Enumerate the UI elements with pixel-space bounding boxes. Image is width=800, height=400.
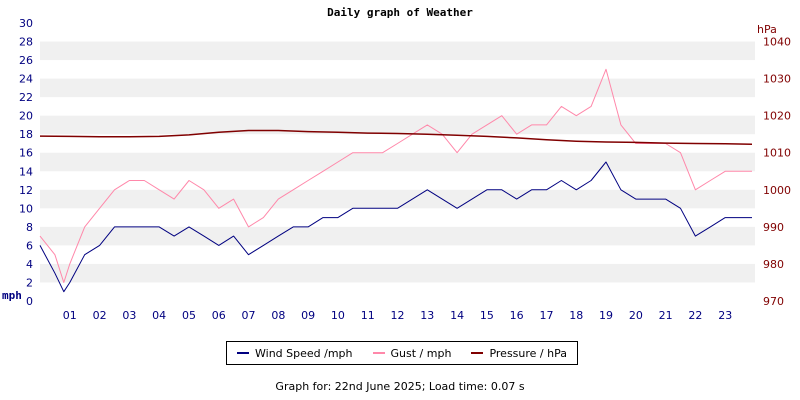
left-tick-label: 18 bbox=[19, 128, 33, 141]
series-line-wind bbox=[39, 161, 752, 293]
left-tick-label: 26 bbox=[19, 54, 33, 67]
x-tick-label: 01 bbox=[63, 309, 77, 322]
legend-swatch-pressure bbox=[471, 352, 484, 354]
legend: Wind Speed /mph Gust / mph Pressure / hP… bbox=[226, 341, 578, 365]
series-lines bbox=[39, 68, 753, 293]
grid-band bbox=[40, 41, 755, 61]
left-tick-label: 10 bbox=[19, 202, 33, 215]
legend-swatch-gust bbox=[372, 352, 385, 354]
x-tick-label: 09 bbox=[301, 309, 315, 322]
left-tick-label: 20 bbox=[19, 110, 33, 123]
x-tick-label: 23 bbox=[718, 309, 732, 322]
left-tick-label: 6 bbox=[26, 239, 33, 252]
left-tick-label: 22 bbox=[19, 91, 33, 104]
x-tick-label: 14 bbox=[450, 309, 464, 322]
x-tick-label: 15 bbox=[480, 309, 494, 322]
x-tick-label: 05 bbox=[182, 309, 196, 322]
right-tick-label: 980 bbox=[763, 258, 784, 271]
grid-band bbox=[40, 78, 755, 98]
x-tick-label: 22 bbox=[688, 309, 702, 322]
x-tick-label: 10 bbox=[331, 309, 345, 322]
grid-bands bbox=[40, 41, 755, 283]
grid-band bbox=[40, 263, 755, 283]
left-tick-label: 8 bbox=[26, 221, 33, 234]
right-tick-label: 1020 bbox=[763, 110, 791, 123]
x-tick-label: 19 bbox=[599, 309, 613, 322]
x-tick-label: 08 bbox=[271, 309, 285, 322]
right-tick-label: 1000 bbox=[763, 184, 791, 197]
right-axis-label: hPa bbox=[757, 23, 777, 36]
x-tick-label: 13 bbox=[420, 309, 434, 322]
legend-item-wind: Wind Speed /mph bbox=[237, 347, 353, 360]
right-tick-label: 1010 bbox=[763, 147, 791, 160]
grid-band bbox=[40, 189, 755, 209]
x-tick-label: 04 bbox=[152, 309, 166, 322]
left-tick-label: 28 bbox=[19, 36, 33, 49]
left-tick-label: 30 bbox=[19, 17, 33, 30]
grid-band bbox=[40, 115, 755, 135]
right-tick-label: 970 bbox=[763, 295, 784, 308]
chart-title: Daily graph of Weather bbox=[327, 6, 473, 19]
grid-band bbox=[40, 152, 755, 172]
x-tick-label: 17 bbox=[539, 309, 553, 322]
right-tick-label: 990 bbox=[763, 221, 784, 234]
x-tick-label: 07 bbox=[242, 309, 256, 322]
x-tick-label: 11 bbox=[361, 309, 375, 322]
x-tick-label: 06 bbox=[212, 309, 226, 322]
right-axis-tick-labels: 970 980 990 1000 1010 1020 1030 1040 bbox=[763, 36, 791, 308]
left-axis-label: mph bbox=[2, 289, 22, 302]
series-line-gust bbox=[39, 68, 752, 283]
legend-item-gust: Gust / mph bbox=[372, 346, 452, 360]
footer-status: Graph for: 22nd June 2025; Load time: 0.… bbox=[275, 380, 525, 393]
legend-swatch-wind bbox=[237, 352, 249, 354]
x-tick-labels: 01 02 03 04 05 06 07 08 09 10 11 12 13 14 15 16 17 18 19 20… bbox=[63, 309, 732, 322]
series-line-pressure bbox=[39, 129, 753, 145]
left-tick-label: 4 bbox=[26, 258, 33, 271]
right-tick-label: 1040 bbox=[763, 36, 791, 49]
right-tick-label: 1030 bbox=[763, 73, 791, 86]
legend-item-pressure: Pressure / hPa bbox=[471, 347, 567, 360]
left-tick-label: 2 bbox=[26, 276, 33, 289]
legend-label-gust: Gust / mph bbox=[390, 346, 452, 360]
legend-label-pressure: Pressure / hPa bbox=[489, 346, 567, 360]
x-tick-label: 18 bbox=[569, 309, 583, 322]
left-tick-label: 12 bbox=[19, 184, 33, 197]
left-tick-label: 14 bbox=[19, 165, 33, 178]
x-tick-label: 21 bbox=[659, 309, 673, 322]
x-tick-label: 20 bbox=[629, 309, 643, 322]
grid-band bbox=[40, 226, 755, 246]
left-tick-label: 0 bbox=[26, 295, 33, 308]
left-tick-label: 24 bbox=[19, 73, 33, 86]
x-tick-label: 03 bbox=[122, 309, 136, 322]
left-tick-label: 16 bbox=[19, 147, 33, 160]
x-tick-label: 02 bbox=[93, 309, 107, 322]
x-tick-label: 16 bbox=[510, 309, 524, 322]
legend-label-wind: Wind Speed /mph bbox=[255, 346, 353, 360]
x-tick-label: 12 bbox=[391, 309, 405, 322]
